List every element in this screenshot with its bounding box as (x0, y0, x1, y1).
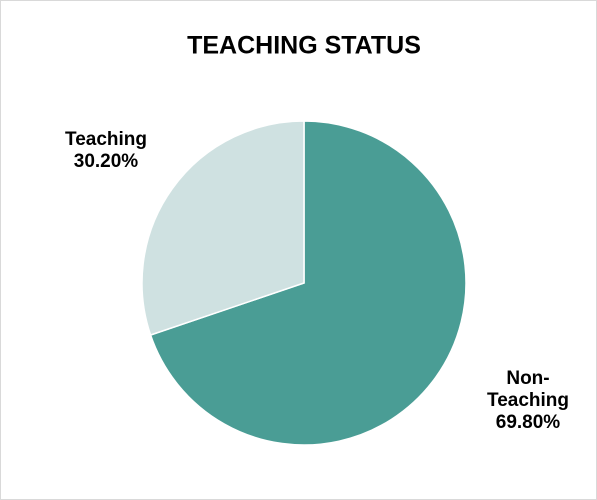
chart-title: TEACHING STATUS (187, 32, 421, 60)
value-label: 30.20% (73, 151, 139, 172)
slice-label: Non-Teaching 69.80% (473, 368, 583, 434)
category-label: Teaching (65, 129, 147, 150)
pie-slice (141, 120, 305, 336)
pie-slice (149, 120, 467, 446)
slice-label: Teaching 30.20% (51, 129, 161, 173)
value-label: 69.80% (495, 412, 561, 433)
category-label: Non-Teaching (487, 368, 569, 411)
